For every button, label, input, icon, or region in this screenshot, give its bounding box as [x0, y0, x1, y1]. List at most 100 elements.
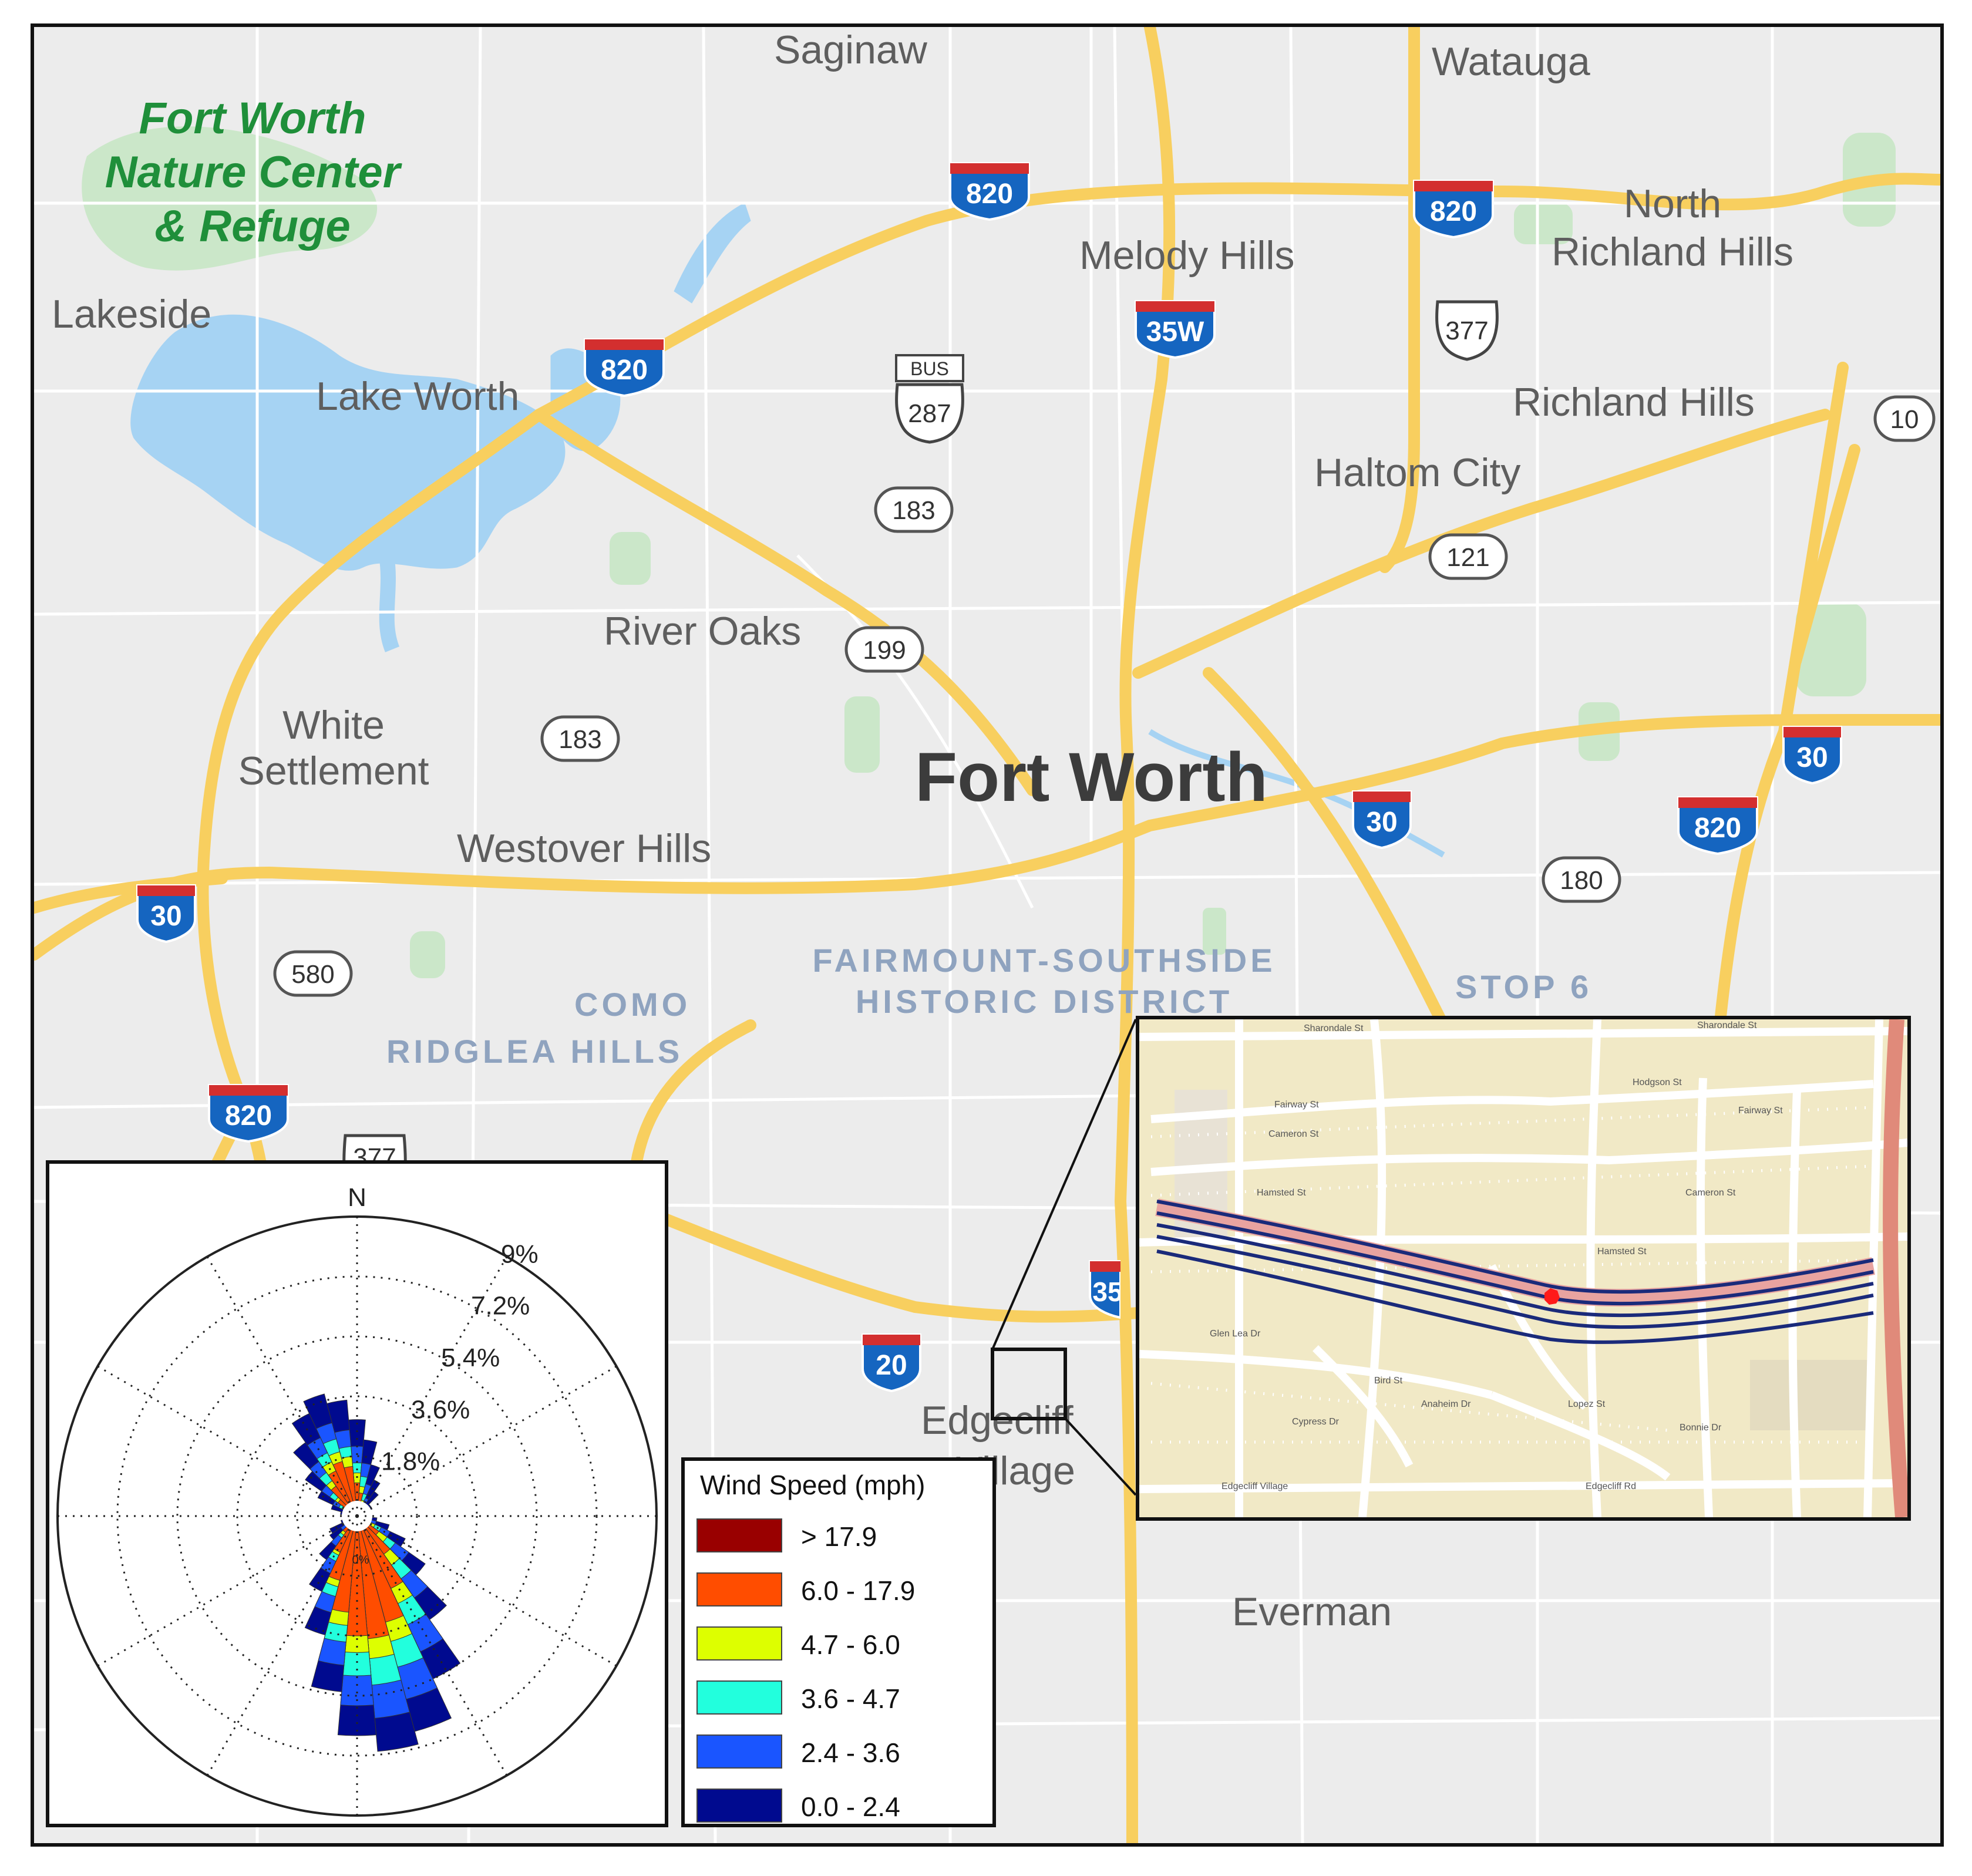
svg-text:Edgecliff Village: Edgecliff Village: [1221, 1481, 1288, 1491]
wind-rose-ring: [116, 1275, 598, 1757]
interstate-820-shield: 820: [208, 1084, 289, 1143]
place-lakeside: Lakeside: [52, 292, 212, 336]
place-ridglea-hills: RIDGLEA HILLS: [386, 1033, 684, 1070]
place-watauga: Watauga: [1432, 39, 1590, 84]
interstate-20-shield: 20: [862, 1333, 921, 1392]
place-stop-6: STOP 6: [1455, 968, 1593, 1005]
svg-text:820: 820: [601, 355, 648, 386]
svg-text:20: 20: [876, 1350, 907, 1381]
ring-label: 5.4%: [441, 1343, 500, 1372]
north-label: N: [348, 1183, 366, 1212]
svg-text:BUS: BUS: [910, 358, 949, 379]
place-richland-hills: Richland Hills: [1513, 380, 1755, 425]
legend-swatch: [696, 1572, 782, 1606]
interstate-35w-shield: 35W: [1135, 300, 1216, 359]
legend-label: 2.4 - 3.6: [801, 1737, 900, 1768]
place-nature-center: Fort Worth Nature Center & Refuge: [105, 93, 401, 251]
inset-highway-lanes: [1155, 1198, 1875, 1344]
svg-text:Cameron St: Cameron St: [1685, 1188, 1736, 1198]
svg-text:Sharondale St: Sharondale St: [1697, 1020, 1757, 1030]
place-white-settlement: White Settlement: [238, 703, 429, 793]
place-lake-worth: Lake Worth: [316, 374, 520, 419]
interstate-30-shield: 30: [1782, 726, 1842, 784]
svg-text:Hamsted St: Hamsted St: [1597, 1247, 1647, 1257]
svg-text:199: 199: [863, 636, 906, 665]
us-377-shield: 377: [1435, 300, 1499, 361]
svg-text:Lopez St: Lopez St: [1568, 1399, 1606, 1409]
svg-text:35: 35: [1092, 1277, 1120, 1307]
svg-text:Glen Lea Dr: Glen Lea Dr: [1210, 1329, 1261, 1339]
state-580-shield: 580: [273, 950, 353, 997]
place-everman: Everman: [1232, 1589, 1392, 1634]
place-north-richland-hills: North Richland Hills: [1552, 181, 1793, 274]
interstate-35-shield-partial: 35: [1089, 1260, 1120, 1319]
svg-text:820: 820: [1430, 196, 1477, 227]
svg-text:183: 183: [558, 725, 601, 754]
state-183-shield: 183: [540, 715, 620, 762]
legend-title: Wind Speed (mph): [700, 1470, 926, 1500]
svg-text:30: 30: [150, 901, 181, 932]
legend-swatch: [696, 1734, 782, 1769]
map-frame: Saginaw Watauga Fort Worth Nature Center…: [31, 23, 1944, 1847]
interstate-30-shield: 30: [136, 884, 196, 943]
wind-rose-grid: [56, 1215, 658, 1817]
inset-street-labels: Sharondale St Sharondale St Hodgson St F…: [1210, 1020, 1783, 1491]
legend-label: > 17.9: [801, 1521, 877, 1552]
wind-rose-ring: [176, 1335, 538, 1697]
building-block: [1750, 1360, 1867, 1430]
wind-rose-ring: [236, 1395, 478, 1637]
state-121-shield: 121: [1428, 533, 1508, 580]
svg-text:Hamsted St: Hamsted St: [1257, 1188, 1306, 1198]
business-287-shield: BUS 287: [895, 354, 964, 444]
svg-text:Fairway St: Fairway St: [1738, 1106, 1783, 1116]
legend-label: 0.0 - 2.4: [801, 1791, 900, 1822]
wind-rose-spoke: [356, 1365, 617, 1517]
street-inset-map: Sharondale St Sharondale St Hodgson St F…: [1139, 1019, 1907, 1517]
svg-text:820: 820: [1694, 813, 1741, 844]
legend-swatch: [696, 1626, 782, 1661]
place-fairmount-southside: FAIRMOUNT-SOUTHSIDE HISTORIC DISTRICT: [812, 942, 1276, 1020]
ring-label: 1.8%: [381, 1447, 440, 1476]
place-westover-hills: Westover Hills: [457, 826, 712, 871]
svg-text:Cypress Dr: Cypress Dr: [1292, 1417, 1340, 1427]
place-fort-worth: Fort Worth: [915, 739, 1268, 816]
wind-rose-panel: N 1.8% 3.6% 5.4% 7.2% 9% 0%: [46, 1160, 668, 1827]
ring-label: 9%: [501, 1240, 539, 1268]
svg-text:Bonnie Dr: Bonnie Dr: [1680, 1423, 1722, 1433]
svg-text:183: 183: [892, 496, 935, 525]
svg-text:Sharondale St: Sharondale St: [1304, 1023, 1364, 1033]
ring-labels: 1.8% 3.6% 5.4% 7.2% 9%: [381, 1240, 539, 1476]
state-199-shield: 199: [844, 626, 924, 673]
svg-text:35W: 35W: [1146, 316, 1204, 348]
ring-label: 7.2%: [471, 1292, 530, 1321]
legend-label: 6.0 - 17.9: [801, 1575, 916, 1606]
place-como: COMO: [574, 986, 691, 1023]
wind-rose-ring: [296, 1455, 418, 1577]
place-haltom-city: Haltom City: [1314, 450, 1521, 495]
ring-label: 3.6%: [411, 1395, 470, 1424]
svg-text:820: 820: [966, 178, 1013, 210]
state-183-shield: 183: [874, 486, 954, 533]
parcel-dots: [1150, 1106, 1874, 1444]
svg-text:Hodgson St: Hodgson St: [1633, 1077, 1682, 1087]
interstate-820-shield: 820: [949, 162, 1030, 221]
svg-text:121: 121: [1446, 543, 1489, 572]
svg-text:580: 580: [291, 960, 334, 989]
legend-swatch: [696, 1789, 782, 1823]
inset-freeway: [1883, 1019, 1907, 1517]
state-10-shield: 10: [1873, 395, 1936, 442]
place-melody-hills: Melody Hills: [1079, 233, 1295, 278]
legend-label: 4.7 - 6.0: [801, 1629, 900, 1660]
state-180-shield: 180: [1542, 856, 1621, 903]
svg-text:287: 287: [908, 399, 951, 428]
svg-text:Fairway St: Fairway St: [1274, 1100, 1319, 1110]
svg-text:30: 30: [1796, 742, 1828, 773]
wind-rose-sectors: [291, 1393, 461, 1752]
interstate-820-shield: 820: [1413, 180, 1494, 238]
center-label: 0%: [352, 1554, 369, 1567]
interstate-820-shield: 820: [584, 338, 665, 397]
svg-text:Bird St: Bird St: [1374, 1376, 1403, 1386]
svg-text:377: 377: [1445, 316, 1488, 345]
svg-text:10: 10: [1890, 405, 1919, 434]
wind-rose-chart: N 1.8% 3.6% 5.4% 7.2% 9% 0%: [56, 1183, 658, 1817]
